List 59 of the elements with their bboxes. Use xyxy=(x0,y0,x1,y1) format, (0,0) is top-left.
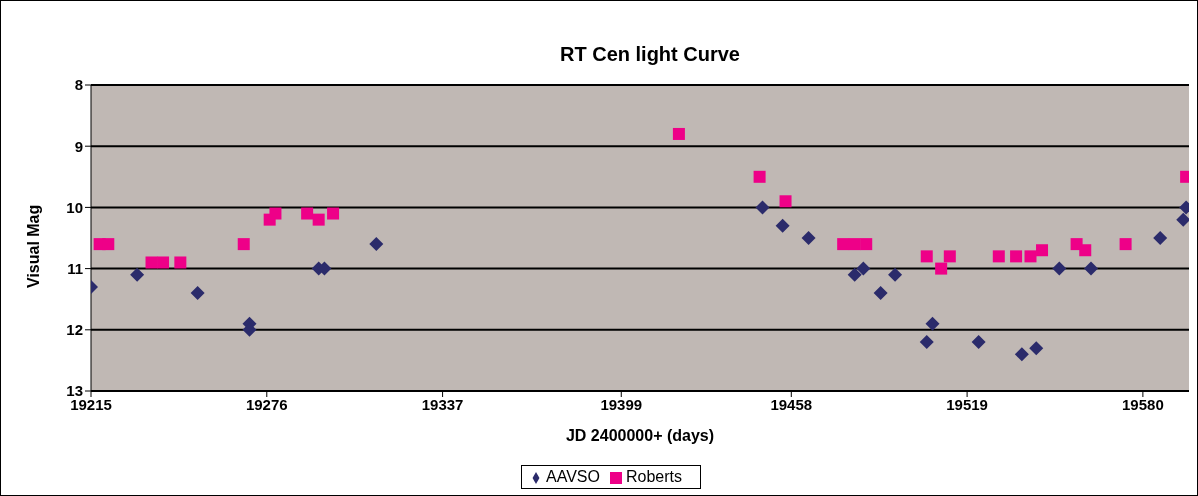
point xyxy=(1119,238,1132,251)
x-tick-label: 19580 xyxy=(1122,395,1164,413)
y-tick-label: 10 xyxy=(66,198,83,216)
point xyxy=(237,238,250,251)
point xyxy=(1029,341,1044,356)
x-tick-label: 19519 xyxy=(946,395,988,413)
point xyxy=(753,170,766,183)
point xyxy=(1010,250,1023,263)
point xyxy=(925,316,940,331)
y-tick-label: 8 xyxy=(74,76,83,94)
legend-label: Roberts xyxy=(625,468,682,485)
y-tick-label: 9 xyxy=(74,137,83,155)
chart-title: RT Cen light Curve xyxy=(559,43,741,66)
y-tick-label: 12 xyxy=(66,321,83,339)
point xyxy=(369,237,384,252)
point xyxy=(145,256,158,269)
point xyxy=(1014,347,1029,362)
point xyxy=(157,256,170,269)
point xyxy=(873,286,888,301)
point xyxy=(301,207,314,220)
point xyxy=(992,250,1005,263)
x-tick-label: 19276 xyxy=(245,395,288,413)
point xyxy=(672,127,685,140)
point xyxy=(1153,231,1168,245)
point xyxy=(779,195,792,208)
point xyxy=(102,238,115,251)
point xyxy=(269,207,282,220)
point xyxy=(327,207,340,220)
x-tick-label: 19458 xyxy=(770,395,813,413)
point xyxy=(312,213,325,226)
point xyxy=(971,335,986,350)
point xyxy=(174,256,187,269)
point xyxy=(943,250,956,263)
point xyxy=(848,238,861,251)
point xyxy=(1079,244,1092,257)
point xyxy=(130,267,145,282)
y-axis-title: Visual Mag xyxy=(24,204,42,288)
point xyxy=(860,238,873,251)
point xyxy=(801,231,816,245)
y-tick-label: 11 xyxy=(67,259,83,277)
legend-label: AAVSO xyxy=(546,468,600,485)
point xyxy=(1024,250,1037,263)
point xyxy=(919,335,934,350)
point xyxy=(1052,261,1067,276)
point xyxy=(1176,212,1189,227)
point xyxy=(856,261,871,276)
point xyxy=(837,238,850,251)
point xyxy=(888,267,903,282)
point xyxy=(1036,244,1049,257)
point xyxy=(935,262,948,275)
point xyxy=(1084,261,1099,276)
point xyxy=(847,267,862,282)
x-tick-label: 19337 xyxy=(421,395,464,413)
x-tick-label: 19399 xyxy=(600,395,643,413)
x-axis-title: JD 2400000+ (days) xyxy=(565,427,715,444)
point xyxy=(190,286,205,301)
point xyxy=(755,200,770,215)
point xyxy=(775,218,790,233)
point xyxy=(920,250,933,263)
